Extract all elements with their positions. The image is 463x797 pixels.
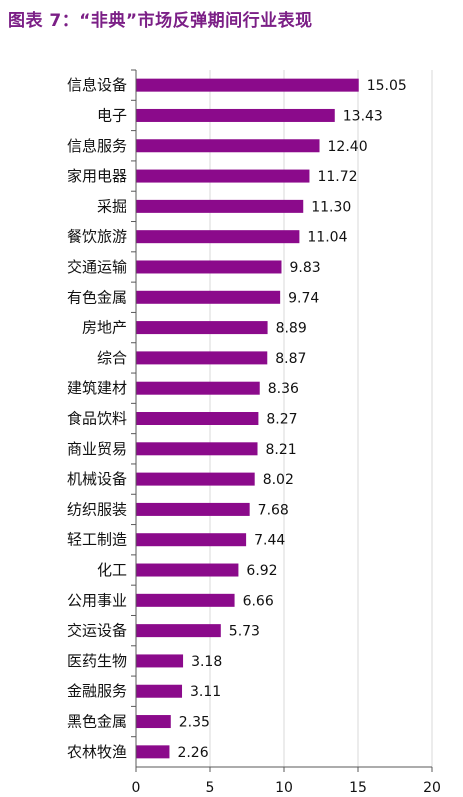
data-label: 7.68: [258, 502, 289, 518]
bar: [136, 108, 335, 122]
data-label: 9.74: [288, 290, 319, 306]
x-tick-label: 10: [275, 780, 293, 796]
data-label: 8.02: [263, 472, 294, 488]
bar: [136, 745, 170, 759]
data-label: 13.43: [343, 108, 383, 124]
category-label: 金融服务: [67, 682, 127, 700]
bars: [136, 78, 359, 759]
x-tick-label: 5: [206, 780, 215, 796]
data-label: 6.66: [243, 593, 274, 609]
data-label: 2.35: [179, 715, 210, 731]
bar: [136, 78, 359, 92]
data-label: 5.73: [229, 624, 260, 640]
bar: [136, 533, 247, 547]
category-label: 有色金属: [67, 288, 127, 306]
bar: [136, 442, 258, 456]
data-label: 8.36: [268, 381, 299, 397]
category-label: 家用电器: [67, 167, 127, 185]
axes: [131, 69, 433, 772]
category-label: 综合: [97, 349, 127, 367]
category-label: 电子: [97, 106, 127, 124]
category-label: 农林牧渔: [67, 743, 127, 761]
data-label: 15.05: [367, 78, 407, 94]
category-label: 信息服务: [67, 137, 127, 155]
data-label: 9.83: [289, 260, 320, 276]
bar: [136, 715, 171, 729]
bar: [136, 412, 259, 425]
category-label: 公用事业: [67, 591, 127, 609]
data-label: 2.26: [177, 745, 208, 761]
data-label: 3.18: [191, 654, 222, 670]
bar: [136, 472, 255, 486]
bar: [136, 593, 235, 607]
category-label: 建筑建材: [67, 379, 127, 397]
category-label: 黑色金属: [67, 713, 127, 731]
category-label: 医药生物: [67, 652, 127, 670]
data-label: 12.40: [328, 139, 368, 155]
x-tick-label: 0: [132, 780, 141, 796]
category-label: 交通运输: [67, 258, 127, 276]
x-tick-label: 20: [423, 780, 441, 796]
category-label: 房地产: [82, 319, 127, 337]
category-label: 纺织服装: [67, 500, 127, 518]
bar: [136, 624, 221, 638]
data-label: 11.04: [307, 230, 347, 246]
bar: [136, 169, 310, 183]
bar: [136, 502, 250, 516]
bar: [136, 321, 268, 335]
chart-title: 图表 7：“非典”市场反弹期间行业表现: [8, 11, 313, 31]
category-label: 轻工制造: [67, 531, 127, 549]
category-label: 采掘: [97, 197, 127, 215]
category-label: 交运设备: [67, 622, 127, 640]
bar: [136, 351, 268, 365]
data-label: 8.27: [266, 412, 297, 428]
category-label: 信息设备: [67, 76, 127, 94]
data-label: 3.11: [190, 684, 221, 700]
data-label: 8.21: [266, 442, 297, 458]
bar: [136, 290, 281, 304]
category-label: 机械设备: [67, 470, 127, 488]
bar: [136, 139, 320, 153]
bar: [136, 381, 260, 395]
data-label: 6.92: [246, 563, 277, 579]
data-label: 8.87: [275, 351, 306, 367]
category-label: 商业贸易: [67, 440, 127, 458]
data-label: 11.30: [311, 199, 351, 215]
category-label: 食品饮料: [67, 410, 127, 428]
bar: [136, 260, 282, 274]
x-tick-label: 15: [349, 780, 367, 796]
labels: 0 5 10 15 20 信息设备 15.05 电子 13.43 信息服务 12.40 家用电器 11.…: [67, 76, 441, 796]
data-label: 11.72: [317, 169, 357, 185]
category-label: 化工: [97, 561, 127, 579]
bar: [136, 199, 304, 213]
bar: [136, 684, 183, 698]
bar: [136, 230, 300, 244]
category-label: 餐饮旅游: [67, 228, 127, 246]
bar: [136, 563, 239, 577]
data-label: 7.44: [254, 533, 285, 549]
bar: [136, 654, 184, 668]
data-label: 8.89: [276, 321, 307, 337]
